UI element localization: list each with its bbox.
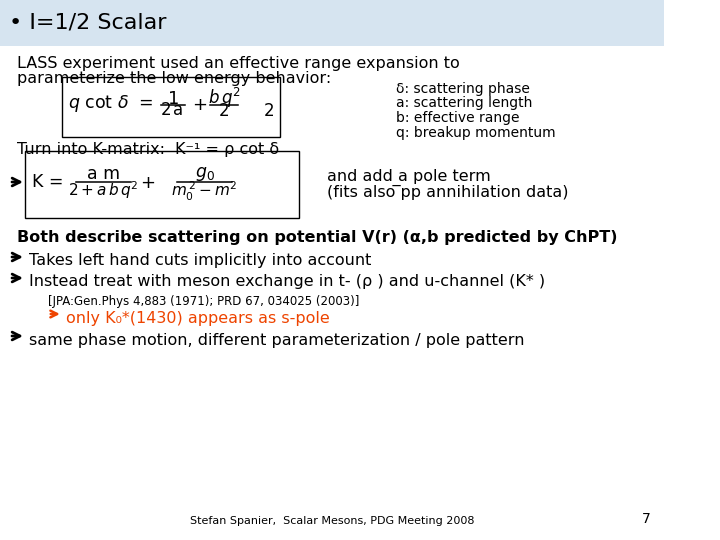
Text: [JPA:Gen.Phys 4,883 (1971); PRD 67, 034025 (2003)]: [JPA:Gen.Phys 4,883 (1971); PRD 67, 0340… bbox=[48, 295, 359, 308]
Text: a: a bbox=[173, 101, 183, 119]
Text: same phase motion, different parameterization / pole pattern: same phase motion, different parameteriz… bbox=[30, 333, 525, 348]
Text: Takes left hand cuts implicitly into account: Takes left hand cuts implicitly into acc… bbox=[30, 253, 372, 268]
Text: +: + bbox=[193, 96, 207, 114]
Text: Stefan Spanier,  Scalar Mesons, PDG Meeting 2008: Stefan Spanier, Scalar Mesons, PDG Meeti… bbox=[189, 516, 474, 526]
Text: 1: 1 bbox=[168, 90, 179, 108]
Text: parameterize the low energy behavior:: parameterize the low energy behavior: bbox=[17, 71, 330, 86]
Text: LASS experiment used an effective range expansion to: LASS experiment used an effective range … bbox=[17, 56, 459, 71]
Text: b: effective range: b: effective range bbox=[396, 111, 520, 125]
Text: 2: 2 bbox=[219, 102, 229, 120]
Text: $g_0$: $g_0$ bbox=[194, 165, 215, 183]
Text: q: breakup momentum: q: breakup momentum bbox=[396, 125, 556, 139]
Text: $m_0^{\,2} - m^2$: $m_0^{\,2} - m^2$ bbox=[171, 179, 238, 202]
Text: (fits also ̅pp annihilation data): (fits also ̅pp annihilation data) bbox=[327, 185, 569, 200]
Text: Both describe scattering on potential V(r) (α,b predicted by ChPT): Both describe scattering on potential V(… bbox=[17, 230, 617, 245]
Text: $q$ cot $\delta$  =: $q$ cot $\delta$ = bbox=[68, 93, 153, 114]
FancyBboxPatch shape bbox=[25, 151, 299, 218]
Text: 2: 2 bbox=[161, 101, 171, 119]
Text: and add a pole term: and add a pole term bbox=[327, 169, 491, 184]
Text: 7: 7 bbox=[642, 512, 651, 526]
Text: $2 + a\,b\,q^2$: $2 + a\,b\,q^2$ bbox=[68, 179, 138, 201]
Text: a: scattering length: a: scattering length bbox=[396, 97, 533, 111]
Text: $b\, q^2$: $b\, q^2$ bbox=[207, 86, 240, 110]
Text: K⁻¹ = ρ cot δ: K⁻¹ = ρ cot δ bbox=[175, 142, 279, 157]
Text: K =: K = bbox=[32, 173, 64, 191]
Text: a m: a m bbox=[86, 165, 120, 183]
Text: only K₀*(1430) appears as s-pole: only K₀*(1430) appears as s-pole bbox=[66, 311, 330, 326]
Text: • I=1/2 Scalar: • I=1/2 Scalar bbox=[9, 13, 167, 33]
Text: +: + bbox=[140, 174, 155, 192]
Bar bbox=[0, 0, 664, 46]
Text: δ: scattering phase: δ: scattering phase bbox=[396, 82, 530, 96]
FancyBboxPatch shape bbox=[62, 77, 280, 137]
Text: 2: 2 bbox=[264, 102, 274, 120]
Text: Turn into K-matrix:: Turn into K-matrix: bbox=[17, 142, 165, 157]
Text: Instead treat with meson exchange in t- (ρ ) and u-channel (K* ): Instead treat with meson exchange in t- … bbox=[30, 274, 546, 289]
